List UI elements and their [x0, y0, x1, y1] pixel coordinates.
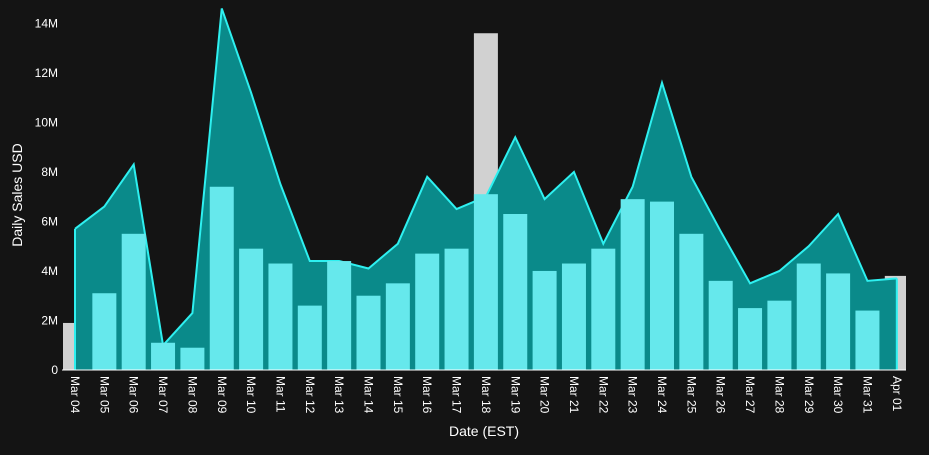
x-tick-label: Mar 15: [391, 376, 405, 414]
bar-mar-10: [239, 248, 264, 370]
bar-mar-13: [327, 261, 352, 370]
bar-mar-14: [356, 295, 381, 370]
bar-mar-16: [415, 253, 440, 370]
x-tick-label: Mar 28: [772, 376, 786, 414]
x-tick-labels: Mar 04 Mar 05 Mar 06 Mar 07 Mar 08 Mar 09 Mar …: [68, 376, 904, 414]
x-tick-label: Mar 22: [596, 376, 610, 414]
bar-mar-20: [532, 270, 557, 370]
x-tick-label: Mar 26: [714, 376, 728, 414]
bar-mar-15: [385, 283, 410, 370]
x-tick-label: Mar 18: [479, 376, 493, 414]
bar-mar-22: [591, 248, 616, 370]
x-tick-label: Mar 20: [538, 376, 552, 414]
y-tick-label: 4M: [41, 264, 58, 278]
bar-mar-05: [92, 293, 117, 370]
y-tick-label: 14M: [35, 16, 58, 30]
x-tick-label: Mar 16: [420, 376, 434, 414]
bar-mar-11: [268, 263, 293, 370]
y-tick-label: 6M: [41, 214, 58, 228]
y-tick-label: 8M: [41, 165, 58, 179]
x-tick-label: Mar 31: [860, 376, 874, 414]
x-tick-label: Mar 14: [362, 376, 376, 414]
y-tick-labels: 0 2M 4M 6M 8M 10M 12M 14M: [35, 16, 59, 377]
x-tick-label: Mar 12: [303, 376, 317, 414]
bar-mar-24: [650, 201, 674, 370]
x-tick-label: Mar 17: [450, 376, 464, 414]
x-tick-label: Apr 01: [890, 376, 904, 412]
bar-mar-29: [796, 263, 821, 370]
x-tick-label: Mar 11: [273, 376, 287, 413]
bar-mar-23: [620, 199, 645, 370]
y-tick-label: 10M: [35, 115, 58, 129]
x-tick-label: Mar 23: [626, 376, 640, 414]
x-tick-label: Mar 24: [655, 376, 669, 414]
bar-mar-26: [708, 280, 733, 370]
bar-mar-31: [855, 310, 880, 370]
x-tick-label: Mar 08: [185, 376, 199, 414]
bar-mar-27: [738, 308, 763, 370]
x-tick-label: Mar 19: [508, 376, 522, 414]
bar-mar-18: [473, 194, 498, 370]
x-tick-label: Mar 04: [68, 376, 82, 414]
bar-mar-19: [503, 214, 528, 370]
x-tick-label: Mar 05: [97, 376, 111, 414]
bar-mar-30: [826, 273, 851, 370]
x-tick-label: Mar 10: [244, 376, 258, 414]
bar-mar-06: [121, 233, 146, 370]
y-tick-label: 2M: [41, 313, 58, 327]
bar-mar-08: [180, 347, 205, 370]
x-tick-label: Mar 25: [684, 376, 698, 414]
y-axis-title: Daily Sales USD: [9, 143, 25, 246]
bar-mar-28: [767, 300, 792, 370]
bar-mar-12: [297, 305, 322, 370]
bar-series: [92, 186, 880, 370]
x-tick-label: Mar 30: [831, 376, 845, 414]
bar-mar-17: [444, 248, 469, 370]
bar-mar-09: [209, 186, 234, 370]
x-tick-label: Mar 07: [156, 376, 170, 414]
y-tick-label: 0: [51, 363, 58, 377]
bar-mar-25: [679, 233, 704, 370]
x-tick-label: Mar 09: [215, 376, 229, 414]
x-tick-label: Mar 21: [567, 376, 581, 414]
x-tick-label: Mar 27: [743, 376, 757, 414]
x-tick-label: Mar 13: [332, 376, 346, 414]
x-axis-title: Date (EST): [449, 423, 519, 439]
bar-mar-21: [561, 263, 586, 370]
y-tick-label: 12M: [35, 66, 58, 80]
x-tick-label: Mar 29: [802, 376, 816, 414]
bar-mar-07: [151, 342, 176, 370]
x-tick-label: Mar 06: [127, 376, 141, 414]
